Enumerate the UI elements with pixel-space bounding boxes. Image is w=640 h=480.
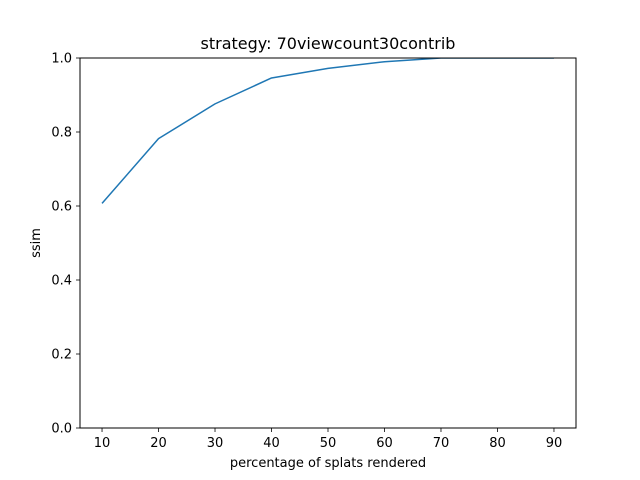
y-tick-label: 0.8 bbox=[51, 126, 72, 141]
x-tick-label: 80 bbox=[489, 436, 506, 451]
x-axis-label: percentage of splats rendered bbox=[230, 456, 426, 471]
x-axis: 10 20 30 40 50 60 70 80 90 bbox=[94, 428, 562, 451]
x-tick-label: 60 bbox=[376, 436, 393, 451]
y-tick-label: 0.0 bbox=[51, 422, 72, 437]
x-tick-label: 40 bbox=[263, 436, 280, 451]
y-axis: 0.0 0.2 0.4 0.6 0.8 1.0 bbox=[51, 52, 80, 437]
y-tick-label: 0.2 bbox=[51, 348, 72, 363]
plot-area bbox=[80, 58, 576, 428]
series-layer bbox=[101, 58, 554, 204]
x-tick-label: 30 bbox=[207, 436, 224, 451]
x-tick-label: 10 bbox=[94, 436, 111, 451]
chart-title: strategy: 70viewcount30contrib bbox=[201, 34, 456, 53]
x-tick-label: 20 bbox=[150, 436, 167, 451]
y-tick-label: 1.0 bbox=[51, 52, 72, 67]
x-tick-label: 50 bbox=[320, 436, 337, 451]
y-axis-label: ssim bbox=[29, 228, 44, 258]
x-tick-label: 70 bbox=[433, 436, 450, 451]
y-tick-label: 0.6 bbox=[51, 200, 72, 215]
y-tick-label: 0.4 bbox=[51, 274, 72, 289]
series-line-0 bbox=[101, 58, 554, 204]
x-tick-label: 90 bbox=[546, 436, 563, 451]
